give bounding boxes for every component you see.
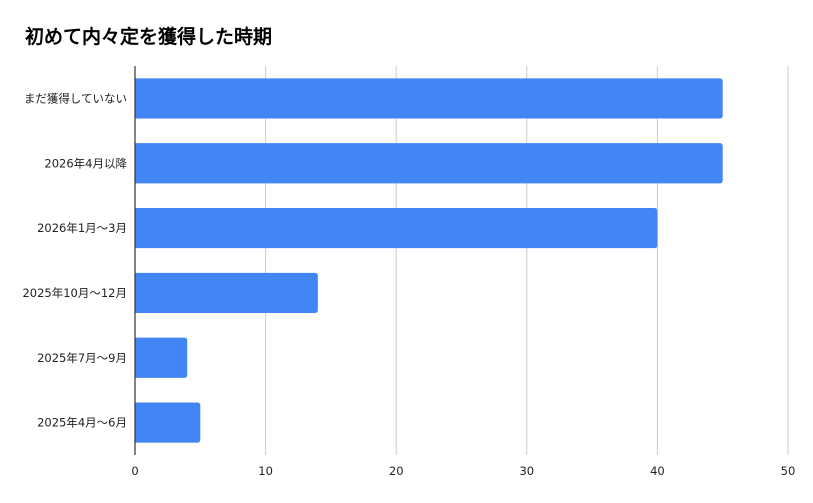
x-tick-label: 50 [781,464,796,478]
bar [135,402,201,443]
y-category-label: 2025年4月～6月 [37,416,127,430]
x-tick-label: 10 [258,464,273,478]
bar [135,337,188,378]
bar [135,78,723,119]
chart-title: 初めて内々定を獲得した時期 [25,26,273,48]
bar [135,143,723,184]
gridlines [265,66,789,455]
bars [135,78,723,443]
y-category-label: 2025年7月～9月 [37,351,127,365]
x-tick-label: 0 [131,464,138,478]
labels: 0 10 20 30 40 50 まだ獲得していない 2026年4月以降 2026年1月～3月 2… [22,91,795,478]
bar [135,207,658,249]
x-tick-label: 20 [389,464,404,478]
bar [135,272,318,314]
y-category-label: 2025年10月～12月 [22,286,127,300]
y-category-label: まだ獲得していない [24,91,127,105]
x-tick-label: 40 [650,464,665,478]
y-category-label: 2026年1月～3月 [37,221,127,235]
x-tick-label: 30 [519,464,534,478]
y-category-label: 2026年4月以降 [44,156,127,170]
